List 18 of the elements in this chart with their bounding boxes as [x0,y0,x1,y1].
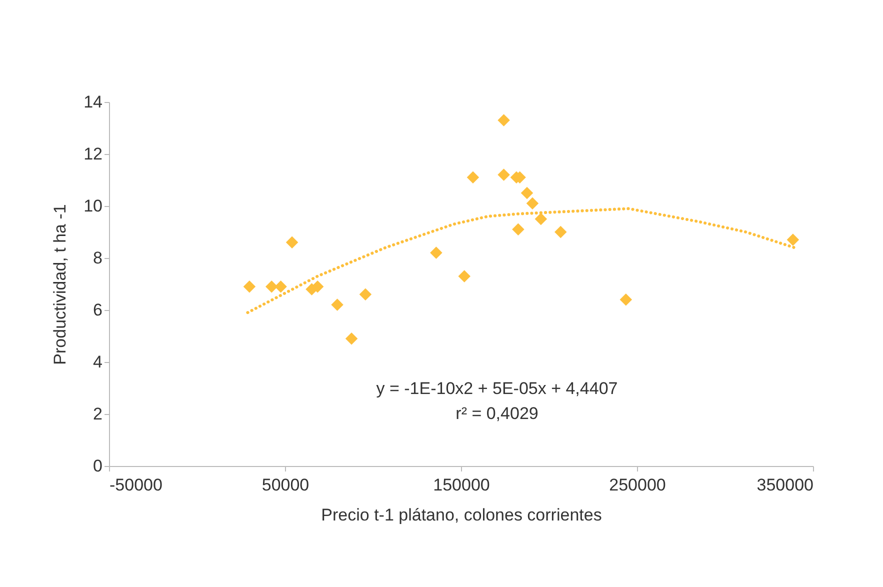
x-tick-label: 50000 [262,476,310,494]
y-tick-label: 10 [84,196,102,216]
y-tick-label: 4 [93,352,102,372]
x-tick-label: 250000 [609,476,666,494]
x-tick-label: -50000 [110,476,162,494]
y-tick-label: 0 [93,456,102,476]
y-tick-label: 8 [93,248,102,268]
y-tick-label: 6 [93,300,102,320]
annotation: y = -1E-10x2 + 5E-05x + 4,4407 [376,379,618,398]
y-tick-label: 14 [84,92,102,112]
annotation: r² = 0,4029 [456,404,538,423]
x-axis-title: Precio t-1 plátano, colones corrientes [321,506,602,524]
y-axis-title: Productividad, t ha -1 [50,204,70,365]
y-tick-label: 2 [93,404,102,424]
x-tick-label: 150000 [433,476,490,494]
y-tick-label: 12 [84,144,102,164]
line-series [246,207,796,314]
x-tick-label: 350000 [756,476,814,494]
